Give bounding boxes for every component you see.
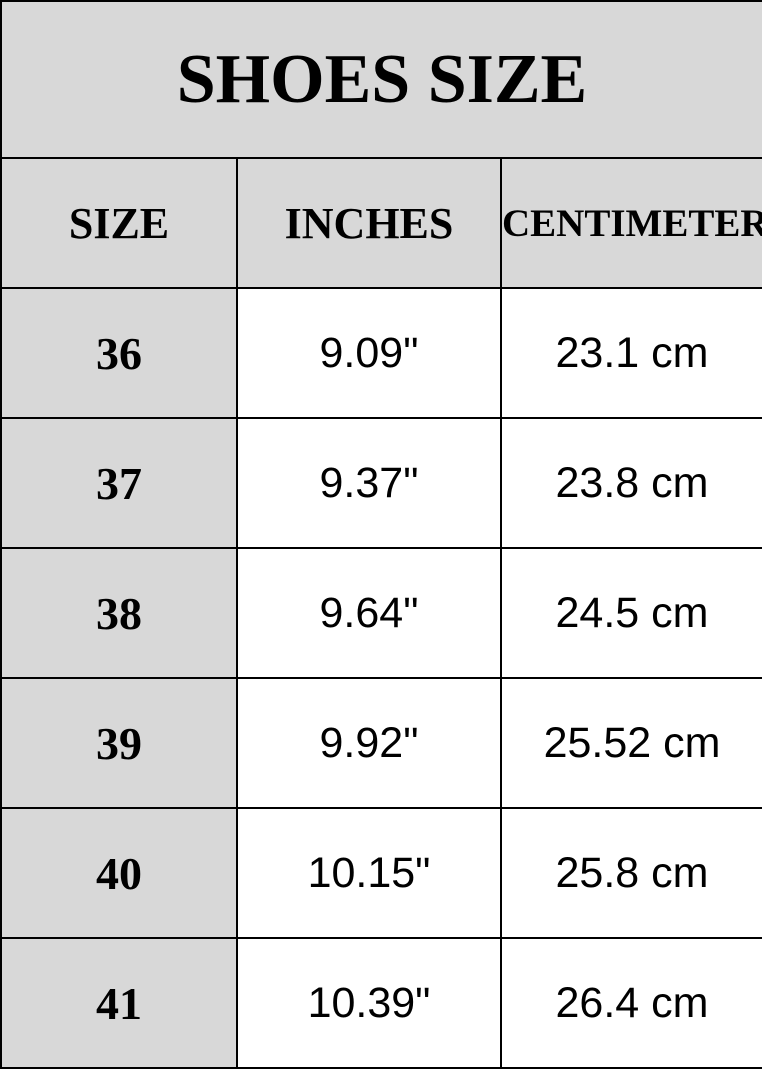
size-cell: 39 — [0, 677, 238, 809]
cm-cell: 26.4 cm — [500, 937, 762, 1069]
cm-cell: 25.52 cm — [500, 677, 762, 809]
size-cell: 40 — [0, 807, 238, 939]
table-title: SHOES SIZE — [0, 0, 762, 159]
column-header-inches: INCHES — [236, 157, 502, 289]
cm-cell: 25.8 cm — [500, 807, 762, 939]
inches-cell: 10.39" — [236, 937, 502, 1069]
cm-cell: 23.8 cm — [500, 417, 762, 549]
table-row: 39 9.92" 25.52 cm — [0, 677, 762, 809]
table-row: 36 9.09" 23.1 cm — [0, 287, 762, 419]
table-row: 40 10.15" 25.8 cm — [0, 807, 762, 939]
title-row: SHOES SIZE — [0, 0, 762, 159]
cm-cell: 24.5 cm — [500, 547, 762, 679]
inches-cell: 9.92" — [236, 677, 502, 809]
column-header-centimeter: CENTIMETER — [500, 157, 762, 289]
size-cell: 36 — [0, 287, 238, 419]
cm-cell: 23.1 cm — [500, 287, 762, 419]
size-cell: 41 — [0, 937, 238, 1069]
inches-cell: 9.64" — [236, 547, 502, 679]
column-header-size: SIZE — [0, 157, 238, 289]
inches-cell: 9.09" — [236, 287, 502, 419]
size-cell: 37 — [0, 417, 238, 549]
table-row: 37 9.37" 23.8 cm — [0, 417, 762, 549]
table-row: 41 10.39" 26.4 cm — [0, 937, 762, 1069]
header-row: SIZE INCHES CENTIMETER — [0, 157, 762, 289]
inches-cell: 9.37" — [236, 417, 502, 549]
table-row: 38 9.64" 24.5 cm — [0, 547, 762, 679]
size-cell: 38 — [0, 547, 238, 679]
inches-cell: 10.15" — [236, 807, 502, 939]
